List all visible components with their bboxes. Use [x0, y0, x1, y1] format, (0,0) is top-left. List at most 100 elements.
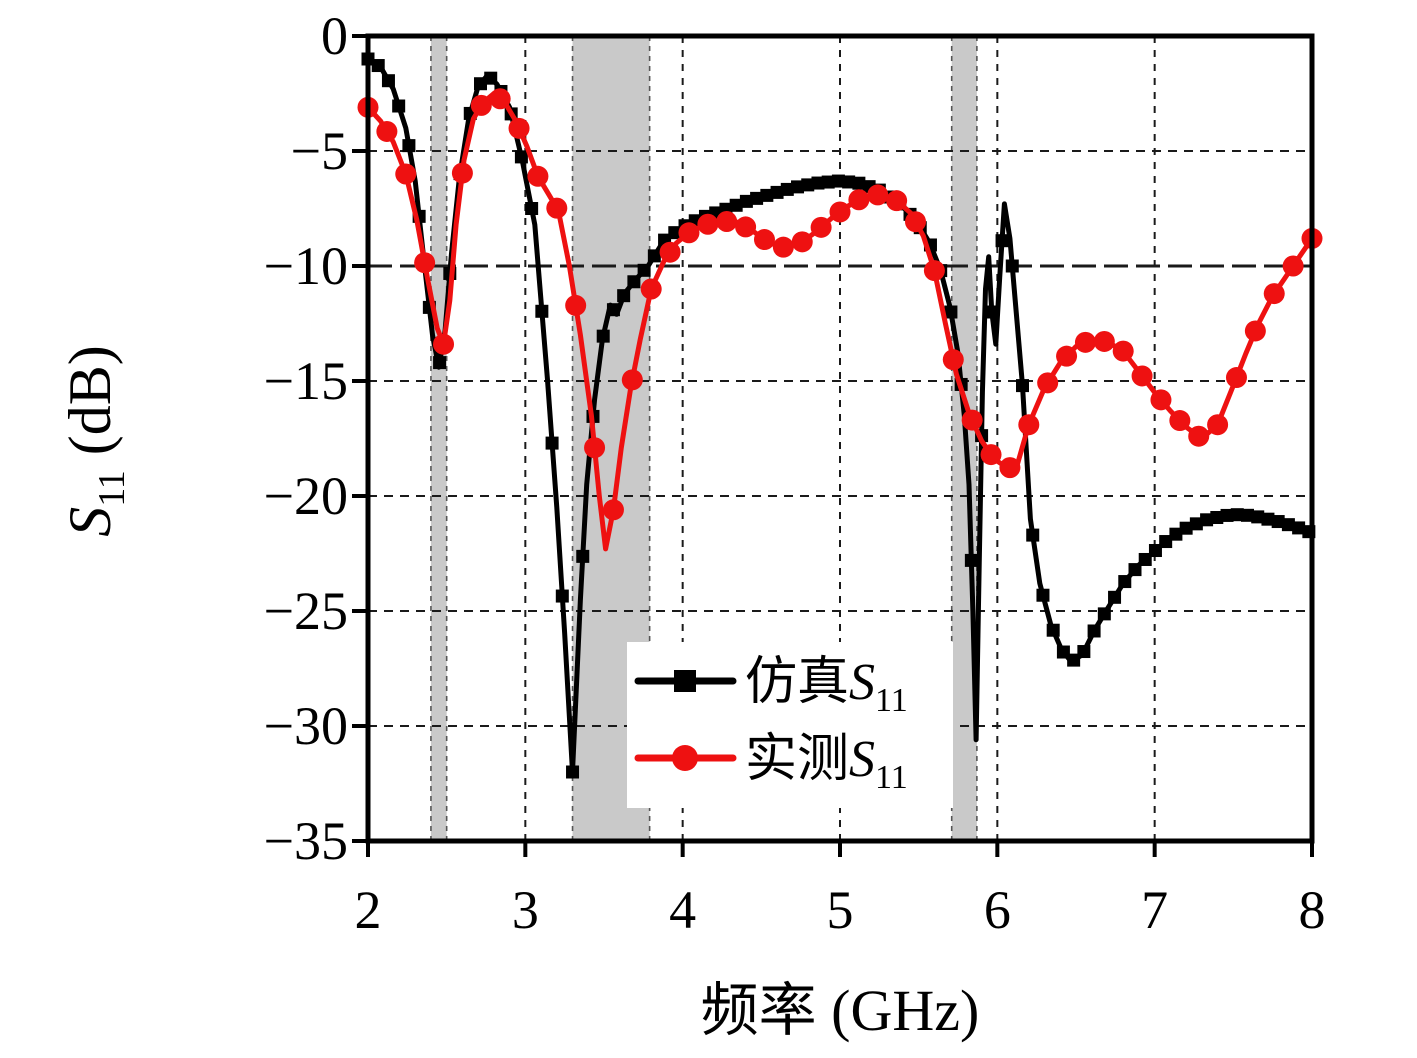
circle-marker	[1150, 389, 1172, 411]
y-tick-label: −20	[264, 466, 348, 526]
x-tick-label: 2	[355, 880, 382, 940]
circle-marker	[716, 210, 738, 232]
circle-marker	[640, 278, 662, 300]
circle-marker	[546, 197, 568, 219]
circle-marker	[621, 369, 643, 391]
legend-circle-marker	[672, 745, 698, 771]
square-marker	[739, 194, 753, 208]
circle-marker	[678, 222, 700, 244]
square-marker	[1281, 518, 1295, 532]
square-marker	[433, 356, 447, 370]
square-marker	[1292, 521, 1306, 535]
square-marker	[1118, 575, 1132, 589]
square-marker	[1138, 552, 1152, 566]
square-marker	[1179, 521, 1193, 535]
circle-marker	[1074, 331, 1096, 353]
square-marker	[617, 289, 631, 303]
square-marker	[1220, 508, 1234, 522]
square-marker	[1097, 607, 1111, 621]
circle-marker	[980, 444, 1002, 466]
square-marker	[596, 329, 610, 343]
circle-marker	[829, 201, 851, 223]
square-marker	[1067, 653, 1081, 667]
square-marker	[1159, 535, 1173, 549]
square-marker	[1230, 508, 1244, 522]
y-tick-label: 0	[321, 6, 348, 66]
circle-marker	[735, 216, 757, 238]
legend-square-marker	[674, 670, 696, 692]
circle-marker	[470, 94, 492, 116]
y-tick-label: −30	[264, 696, 348, 756]
circle-marker	[697, 213, 719, 235]
square-marker	[944, 305, 958, 319]
square-marker	[1046, 623, 1060, 637]
square-marker	[985, 305, 999, 319]
square-marker	[729, 198, 743, 212]
y-tick-label: −5	[291, 121, 348, 181]
square-marker	[1087, 624, 1101, 638]
y-axis-label: S11 (dB)	[57, 345, 133, 537]
circle-marker	[999, 457, 1021, 479]
circle-marker	[414, 252, 436, 274]
series-markers-实测S11	[357, 88, 1323, 521]
circle-marker	[886, 190, 908, 212]
square-marker	[1148, 544, 1162, 558]
square-marker	[525, 202, 539, 215]
circle-marker	[451, 162, 473, 184]
circle-marker	[1188, 425, 1210, 447]
square-marker	[371, 59, 385, 73]
circle-marker	[433, 333, 455, 355]
square-marker	[995, 234, 1009, 248]
square-marker	[831, 174, 845, 188]
square-marker	[555, 589, 569, 603]
square-marker	[576, 549, 590, 563]
square-marker	[811, 176, 825, 190]
highlight-band-1	[430, 36, 447, 841]
square-marker	[473, 77, 487, 91]
square-marker	[1261, 512, 1275, 526]
circle-marker	[867, 184, 889, 206]
square-marker	[402, 139, 416, 153]
y-tick-label: −25	[264, 581, 348, 641]
square-marker	[1169, 527, 1183, 541]
circle-marker	[527, 165, 549, 187]
square-marker	[1200, 513, 1214, 527]
square-marker	[668, 226, 682, 240]
square-marker	[627, 275, 641, 289]
square-marker	[514, 150, 528, 164]
circle-marker	[565, 294, 587, 316]
legend-label-0: 仿真S11	[745, 654, 908, 719]
square-marker	[750, 191, 764, 205]
legend-label-1: 实测S11	[745, 731, 908, 796]
circle-marker	[1112, 340, 1134, 362]
square-marker	[780, 182, 794, 196]
circle-marker	[791, 231, 813, 253]
circle-marker	[584, 437, 606, 459]
circle-marker	[602, 499, 624, 521]
x-tick-label: 8	[1299, 880, 1326, 940]
circle-marker	[1131, 365, 1153, 387]
square-marker	[545, 436, 559, 450]
circle-marker	[489, 88, 511, 110]
square-marker	[535, 304, 549, 318]
square-marker	[801, 178, 815, 192]
circle-marker	[942, 349, 964, 371]
square-marker	[821, 175, 835, 189]
circle-marker	[810, 216, 832, 238]
circle-marker	[508, 117, 530, 139]
x-tick-label: 5	[827, 880, 854, 940]
circle-marker	[1056, 345, 1078, 367]
square-marker	[842, 175, 856, 189]
square-marker	[1016, 379, 1030, 393]
circle-marker	[395, 163, 417, 185]
square-marker	[484, 71, 498, 85]
x-tick-label: 4	[669, 880, 696, 940]
square-marker	[1251, 510, 1265, 524]
square-marker	[381, 74, 395, 88]
circle-marker	[961, 409, 983, 431]
x-tick-label: 7	[1141, 880, 1168, 940]
circle-marker	[659, 241, 681, 263]
circle-marker	[1282, 255, 1304, 277]
